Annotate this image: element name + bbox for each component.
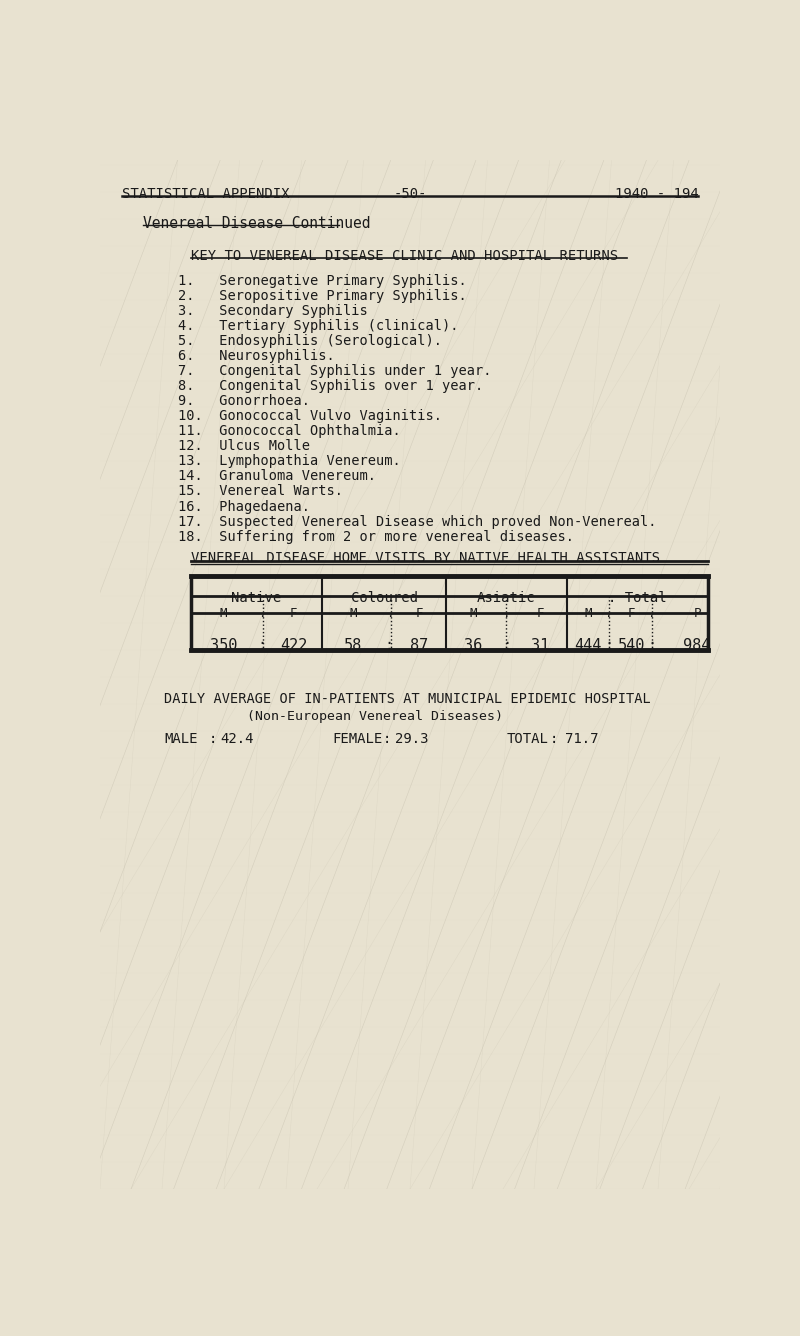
Text: :: : bbox=[605, 639, 614, 653]
Text: 2.   Seropositive Primary Syphilis.: 2. Seropositive Primary Syphilis. bbox=[178, 290, 466, 303]
Text: 350: 350 bbox=[210, 639, 238, 653]
Text: 18.  Suffering from 2 or more venereal diseases.: 18. Suffering from 2 or more venereal di… bbox=[178, 529, 574, 544]
Text: M: M bbox=[220, 607, 227, 620]
Text: :: : bbox=[257, 639, 266, 653]
Text: 71.7: 71.7 bbox=[565, 732, 598, 745]
Text: 540: 540 bbox=[618, 639, 646, 653]
Text: :: : bbox=[385, 639, 394, 653]
Text: :: : bbox=[209, 732, 217, 745]
Text: Native: Native bbox=[231, 591, 282, 605]
Text: FEMALE: FEMALE bbox=[333, 732, 382, 745]
Text: .: . bbox=[648, 607, 655, 620]
Text: .: . bbox=[387, 607, 394, 620]
Text: 58: 58 bbox=[344, 639, 362, 653]
Text: :: : bbox=[647, 639, 656, 653]
Text: F: F bbox=[628, 607, 635, 620]
Text: :: : bbox=[502, 639, 511, 653]
Text: 13.  Lymphopathia Venereum.: 13. Lymphopathia Venereum. bbox=[178, 454, 400, 469]
Text: P: P bbox=[694, 607, 701, 620]
Text: :: : bbox=[550, 732, 558, 745]
Text: :: : bbox=[383, 732, 391, 745]
Text: 87: 87 bbox=[410, 639, 428, 653]
Text: DAILY AVERAGE OF IN-PATIENTS AT MUNICIPAL EPIDEMIC HOSPITAL: DAILY AVERAGE OF IN-PATIENTS AT MUNICIPA… bbox=[164, 692, 651, 705]
Bar bbox=[190, 576, 708, 651]
Text: 15.  Venereal Warts.: 15. Venereal Warts. bbox=[178, 485, 342, 498]
Text: .: . bbox=[259, 607, 267, 620]
Text: 42.4: 42.4 bbox=[220, 732, 254, 745]
Text: KEY TO VENEREAL DISEASE CLINIC AND HOSPITAL RETURNS: KEY TO VENEREAL DISEASE CLINIC AND HOSPI… bbox=[190, 248, 618, 263]
Text: 444: 444 bbox=[574, 639, 602, 653]
Text: 10.  Gonococcal Vulvo Vaginitis.: 10. Gonococcal Vulvo Vaginitis. bbox=[178, 409, 442, 424]
Text: . Total: . Total bbox=[608, 591, 666, 605]
Text: .: . bbox=[502, 607, 510, 620]
Text: 6.   Neurosyphilis.: 6. Neurosyphilis. bbox=[178, 349, 334, 363]
Text: Asiatic: Asiatic bbox=[477, 591, 536, 605]
Text: TOTAL: TOTAL bbox=[507, 732, 549, 745]
Text: (Non-European Venereal Diseases): (Non-European Venereal Diseases) bbox=[247, 711, 503, 723]
Text: F: F bbox=[536, 607, 544, 620]
Text: 4.   Tertiary Syphilis (clinical).: 4. Tertiary Syphilis (clinical). bbox=[178, 319, 458, 333]
Text: 3.   Secondary Syphilis: 3. Secondary Syphilis bbox=[178, 305, 367, 318]
Text: F: F bbox=[290, 607, 297, 620]
Text: 984: 984 bbox=[683, 639, 710, 653]
Text: M: M bbox=[350, 607, 357, 620]
Text: STATISTICAL APPENDIX: STATISTICAL APPENDIX bbox=[122, 187, 290, 202]
Text: -50-: -50- bbox=[394, 187, 426, 202]
Text: 14.  Granuloma Venereum.: 14. Granuloma Venereum. bbox=[178, 469, 375, 484]
Text: MALE: MALE bbox=[164, 732, 198, 745]
Text: 36: 36 bbox=[464, 639, 482, 653]
Text: 17.  Suspected Venereal Disease which proved Non-Venereal.: 17. Suspected Venereal Disease which pro… bbox=[178, 514, 656, 529]
Text: Venereal Disease Continued: Venereal Disease Continued bbox=[142, 215, 370, 231]
Text: 7.   Congenital Syphilis under 1 year.: 7. Congenital Syphilis under 1 year. bbox=[178, 365, 491, 378]
Text: 9.   Gonorrhoea.: 9. Gonorrhoea. bbox=[178, 394, 310, 409]
Text: 8.   Congenital Syphilis over 1 year.: 8. Congenital Syphilis over 1 year. bbox=[178, 379, 482, 393]
Text: 1940 - 194: 1940 - 194 bbox=[614, 187, 698, 202]
Text: M: M bbox=[584, 607, 591, 620]
Text: 12.  Ulcus Molle: 12. Ulcus Molle bbox=[178, 440, 310, 453]
Text: 31: 31 bbox=[531, 639, 550, 653]
Text: 29.3: 29.3 bbox=[394, 732, 428, 745]
Text: .: . bbox=[606, 607, 613, 620]
Text: M: M bbox=[469, 607, 477, 620]
Text: 422: 422 bbox=[280, 639, 307, 653]
Text: 1.   Seronegative Primary Syphilis.: 1. Seronegative Primary Syphilis. bbox=[178, 274, 466, 289]
Text: VENEREAL DISEASE HOME VISITS BY NATIVE HEALTH ASSISTANTS: VENEREAL DISEASE HOME VISITS BY NATIVE H… bbox=[190, 552, 660, 565]
Text: 5.   Endosyphilis (Serological).: 5. Endosyphilis (Serological). bbox=[178, 334, 442, 349]
Text: Coloured: Coloured bbox=[351, 591, 418, 605]
Text: F: F bbox=[415, 607, 423, 620]
Text: 11.  Gonococcal Ophthalmia.: 11. Gonococcal Ophthalmia. bbox=[178, 425, 400, 438]
Text: 16.  Phagedaena.: 16. Phagedaena. bbox=[178, 500, 310, 513]
